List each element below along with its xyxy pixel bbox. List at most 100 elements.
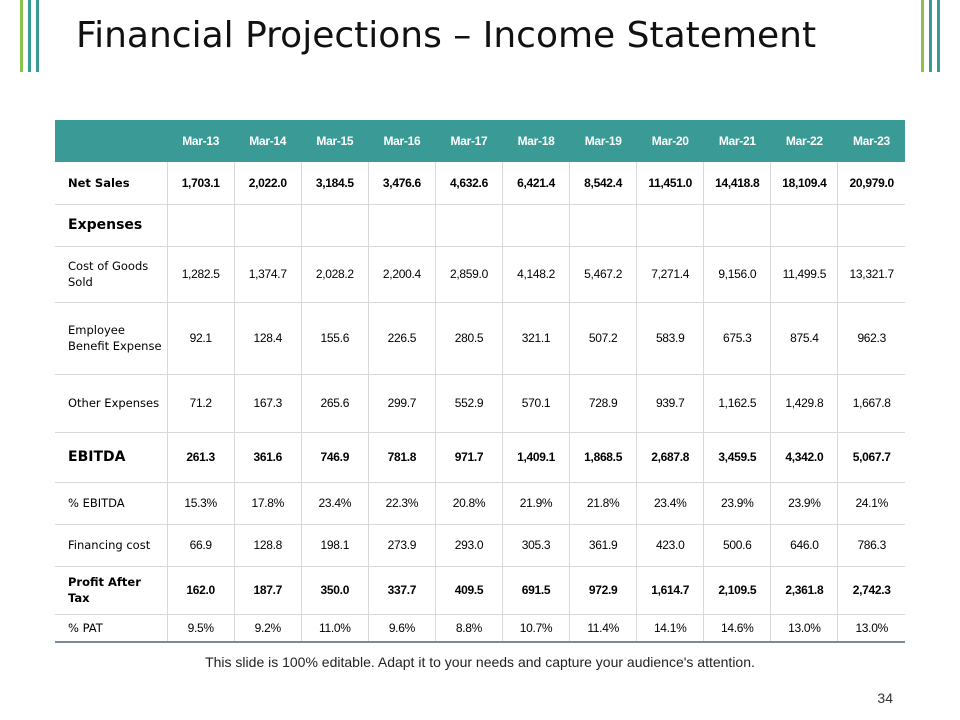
value-cell: 9.5%	[166, 614, 235, 643]
decor-bar-left-3	[36, 0, 39, 72]
value-cell: 2,742.3	[837, 566, 905, 615]
value-cell	[837, 204, 905, 247]
table-row: Cost of Goods Sold 1,282.5 1,374.7 2,028.2 2…	[55, 246, 905, 303]
value-cell: 23.4%	[300, 482, 369, 525]
value-cell: 280.5	[434, 302, 503, 375]
value-cell	[569, 204, 637, 247]
value-cell: 9,156.0	[703, 246, 771, 303]
value-cell: 4,632.6	[434, 162, 503, 205]
value-cell: 2,200.4	[367, 246, 436, 303]
value-cell: 5,467.2	[569, 246, 637, 303]
income-statement-table: Mar-13 Mar-14 Mar-15 Mar-16 Mar-17 Mar-1…	[55, 120, 905, 643]
value-cell: 162.0	[166, 566, 235, 615]
value-cell: 273.9	[367, 524, 436, 567]
value-cell: 746.9	[300, 432, 369, 483]
row-label: Net Sales	[55, 162, 168, 205]
value-cell: 7,271.4	[636, 246, 704, 303]
value-cell: 24.1%	[837, 482, 905, 525]
row-label: Other Expenses	[55, 374, 168, 433]
table-row: EBITDA 261.3 361.6 746.9 781.8 971.7 1,409.1 1,…	[55, 432, 905, 483]
column-header: Mar-20	[636, 120, 704, 162]
column-header: Mar-16	[368, 120, 436, 162]
value-cell: 66.9	[166, 524, 235, 567]
value-cell: 11.0%	[300, 614, 369, 643]
column-header: Mar-18	[502, 120, 570, 162]
column-header: Mar-17	[435, 120, 503, 162]
value-cell: 8,542.4	[569, 162, 637, 205]
value-cell: 11,451.0	[636, 162, 704, 205]
value-cell: 155.6	[300, 302, 369, 375]
value-cell: 128.4	[233, 302, 302, 375]
column-header: Mar-19	[569, 120, 637, 162]
value-cell: 2,109.5	[703, 566, 771, 615]
value-cell: 3,476.6	[367, 162, 436, 205]
value-cell: 23.9%	[770, 482, 838, 525]
value-cell: 552.9	[434, 374, 503, 433]
value-cell: 9.6%	[367, 614, 436, 643]
decor-bar-left-2	[28, 0, 31, 72]
value-cell: 21.8%	[569, 482, 637, 525]
value-cell: 646.0	[770, 524, 838, 567]
column-header: Mar-13	[167, 120, 235, 162]
table-row: Expenses	[55, 204, 905, 247]
column-header: Mar-14	[234, 120, 302, 162]
decor-bar-right-2	[929, 0, 932, 72]
value-cell	[703, 204, 771, 247]
value-cell	[233, 204, 302, 247]
value-cell: 5,067.7	[837, 432, 905, 483]
row-label: Cost of Goods Sold	[55, 246, 168, 303]
value-cell: 691.5	[502, 566, 570, 615]
value-cell: 17.8%	[233, 482, 302, 525]
column-header: Mar-23	[837, 120, 905, 162]
value-cell: 3,459.5	[703, 432, 771, 483]
value-cell: 2,361.8	[770, 566, 838, 615]
table-row: Financing cost 66.9 128.8 198.1 273.9 293.0 30…	[55, 524, 905, 567]
value-cell: 2,687.8	[636, 432, 704, 483]
decor-bar-left-1	[20, 0, 23, 72]
value-cell: 939.7	[636, 374, 704, 433]
value-cell: 23.9%	[703, 482, 771, 525]
value-cell: 265.6	[300, 374, 369, 433]
value-cell: 500.6	[703, 524, 771, 567]
value-cell: 1,429.8	[770, 374, 838, 433]
row-label: Profit After Tax	[55, 566, 168, 615]
value-cell: 14.6%	[703, 614, 771, 643]
value-cell: 972.9	[569, 566, 637, 615]
value-cell: 6,421.4	[502, 162, 570, 205]
value-cell: 337.7	[367, 566, 436, 615]
value-cell: 1,667.8	[837, 374, 905, 433]
value-cell: 18,109.4	[770, 162, 838, 205]
value-cell: 962.3	[837, 302, 905, 375]
value-cell: 8.8%	[434, 614, 503, 643]
value-cell: 11.4%	[569, 614, 637, 643]
decor-bar-right-3	[937, 0, 940, 72]
value-cell: 675.3	[703, 302, 771, 375]
value-cell: 71.2	[166, 374, 235, 433]
header-row: Mar-13 Mar-14 Mar-15 Mar-16 Mar-17 Mar-1…	[55, 120, 905, 162]
value-cell: 226.5	[367, 302, 436, 375]
value-cell: 728.9	[569, 374, 637, 433]
page-number: 34	[877, 690, 893, 706]
value-cell: 781.8	[367, 432, 436, 483]
value-cell	[367, 204, 436, 247]
value-cell: 92.1	[166, 302, 235, 375]
table-row: Employee Benefit Expense 92.1 128.4 155.6 22…	[55, 302, 905, 375]
value-cell: 1,614.7	[636, 566, 704, 615]
value-cell: 13.0%	[837, 614, 905, 643]
value-cell: 22.3%	[367, 482, 436, 525]
value-cell: 1,374.7	[233, 246, 302, 303]
column-header: Mar-15	[301, 120, 369, 162]
row-label: % PAT	[55, 614, 168, 643]
value-cell: 299.7	[367, 374, 436, 433]
row-label: EBITDA	[55, 432, 168, 483]
row-label: Expenses	[55, 204, 168, 247]
header-corner-cell	[55, 120, 168, 162]
value-cell: 1,162.5	[703, 374, 771, 433]
value-cell: 875.4	[770, 302, 838, 375]
value-cell: 570.1	[502, 374, 570, 433]
value-cell: 261.3	[166, 432, 235, 483]
value-cell: 11,499.5	[770, 246, 838, 303]
value-cell: 1,409.1	[502, 432, 570, 483]
table-row: % PAT 9.5% 9.2% 11.0% 9.6% 8.8% 10.7% 11.4% 14.1…	[55, 614, 905, 643]
value-cell: 10.7%	[502, 614, 570, 643]
